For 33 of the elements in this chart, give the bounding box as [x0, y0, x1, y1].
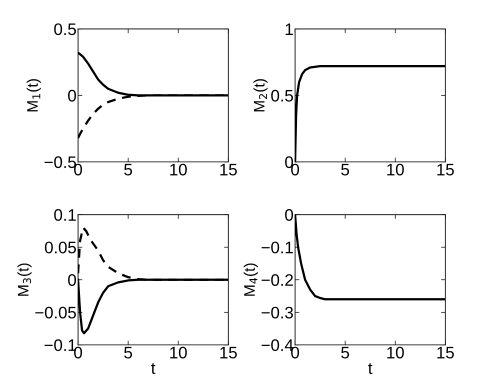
y-tick-label: 0: [68, 90, 76, 102]
y-tick-label: 0.5: [271, 90, 294, 102]
x-tick-label: 15: [437, 346, 454, 358]
y-tick-label: 1: [286, 24, 293, 35]
x-tick-label: 5: [124, 164, 132, 176]
y-axis-title: M$_{2}$(t): [253, 79, 268, 112]
x-tick-label: 10: [387, 346, 404, 358]
y-tick-label: 0.05: [44, 242, 76, 254]
y-tick-label: −0.3: [262, 306, 293, 319]
y-tick-label: −0.5: [44, 156, 76, 168]
x-tick-label: 15: [437, 164, 454, 176]
y-axis-title: M$_{1}$(t): [26, 79, 41, 112]
x-tick-label: 5: [124, 346, 132, 358]
x-axis-title: t: [151, 363, 156, 374]
y-tick-label: 0.5: [54, 23, 76, 36]
x-axis-title: t: [368, 363, 372, 374]
x-tick-label: 15: [220, 164, 237, 176]
y-tick-label: −0.05: [35, 306, 76, 319]
x-tick-label: 10: [170, 346, 187, 358]
x-tick-label: 15: [220, 346, 237, 358]
x-tick-label: 5: [341, 346, 350, 358]
y-tick-label: −0.2: [262, 274, 293, 286]
y-tick-label: −0.4: [262, 339, 294, 352]
y-axis-title: M$_{3}$(t): [17, 263, 32, 296]
x-tick-label: 10: [387, 164, 404, 176]
y-tick-label: 0.1: [54, 209, 76, 221]
y-tick-label: −0.1: [262, 242, 293, 254]
x-tick-label: 10: [170, 164, 187, 176]
x-tick-label: 5: [341, 164, 350, 176]
y-tick-label: 0: [285, 209, 294, 221]
y-axis-title: M$_{4}$(t): [244, 263, 258, 296]
y-tick-label: 0: [68, 274, 76, 286]
y-tick-label: −0.1: [44, 339, 76, 352]
